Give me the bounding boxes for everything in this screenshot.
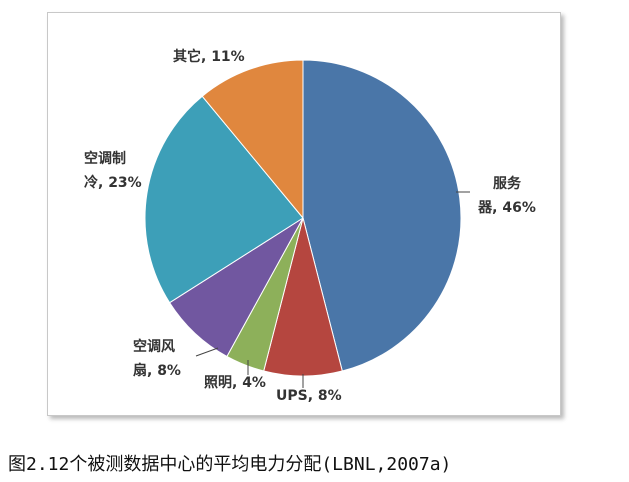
slice-label: 空调制冷, 23% [84,147,142,195]
pie [144,59,462,377]
slice-label-line: 空调风 [133,339,175,355]
slice-label-line: UPS, 8% [276,388,342,404]
slice-label: 照明, 4% [204,371,266,395]
slice-label-line: 服务 [493,176,521,192]
slice-label-line: 器, 46% [478,200,536,216]
slice-label-line: 空调制 [84,151,126,167]
leader-line [195,347,219,357]
slice-label-line: 扇, 8% [133,363,181,379]
pie-slice [144,95,304,304]
caption: 图2.12个被测数据中心的平均电力分配(LBNL,2007a) [8,454,452,475]
slice-label-line: 冷, 23% [84,175,142,191]
slice-label: 服务器, 46% [466,172,548,220]
slice-label-line: 其它, 11% [173,49,245,65]
pie-slice [201,59,304,220]
slice-label: 其它, 11% [173,45,245,69]
slice-label: UPS, 8% [276,384,342,408]
slice-label-line: 照明, 4% [204,375,266,391]
pie-slice [302,59,462,372]
slice-label: 空调风扇, 8% [133,335,181,383]
